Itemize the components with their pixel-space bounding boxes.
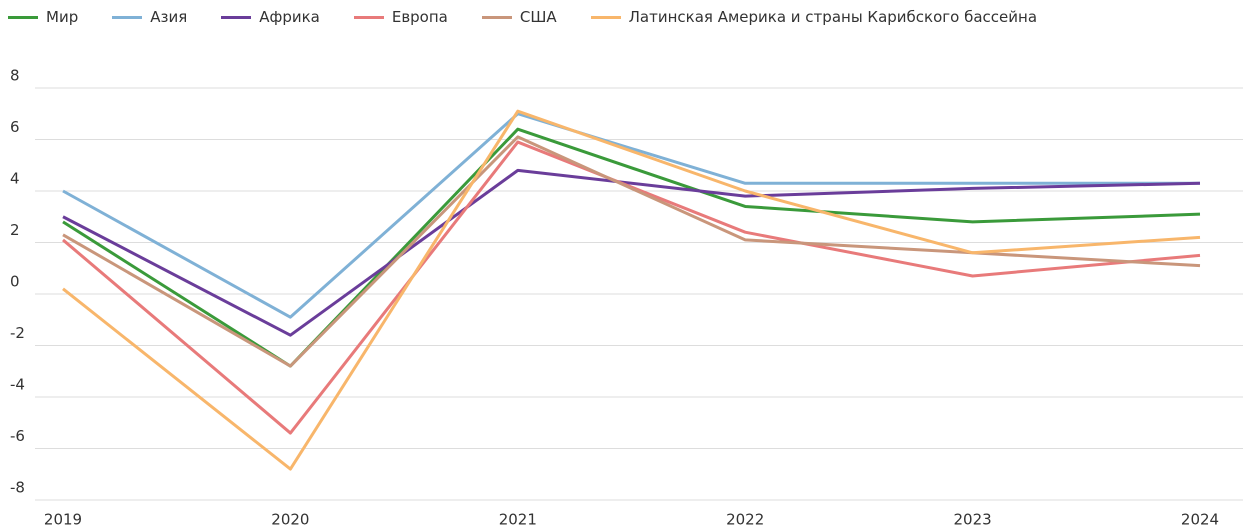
- legend-swatch: [590, 15, 621, 19]
- legend-label: Азия: [150, 8, 188, 26]
- x-tick-label: 2020: [271, 511, 309, 529]
- y-tick-label: -2: [10, 324, 25, 342]
- x-tick-label: 2019: [44, 511, 82, 529]
- legend-item: США: [481, 8, 557, 26]
- x-tick-label: 2024: [1181, 511, 1219, 529]
- legend-swatch: [481, 15, 512, 19]
- x-tick-label: 2022: [726, 511, 764, 529]
- legend: Мир Азия Африка Европа США Латинская Америка …: [8, 8, 1037, 26]
- legend-item: Европа: [353, 8, 448, 26]
- legend-item: Мир: [8, 8, 78, 26]
- series-line: [62, 127, 1201, 368]
- y-tick-label: -6: [10, 427, 25, 445]
- y-tick-label: -8: [10, 479, 25, 497]
- legend-label: Африка: [259, 8, 320, 26]
- legend-swatch: [112, 15, 143, 19]
- legend-label: Латинская Америка и страны Карибского ба…: [628, 8, 1038, 26]
- legend-label: Европа: [391, 8, 448, 26]
- legend-item: Азия: [112, 8, 187, 26]
- legend-item: Африка: [221, 8, 320, 26]
- legend-swatch: [221, 15, 252, 19]
- legend-item: Латинская Америка и страны Карибского ба…: [590, 8, 1038, 26]
- y-tick-label: 6: [10, 118, 20, 136]
- y-tick-label: 4: [10, 170, 20, 188]
- series-line: [62, 168, 1201, 337]
- legend-label: США: [519, 8, 557, 26]
- y-tick-label: 8: [10, 67, 20, 85]
- series-line: [62, 135, 1201, 368]
- series-line: [62, 112, 1200, 319]
- y-tick-label: -4: [10, 376, 25, 394]
- legend-swatch: [353, 15, 384, 19]
- series-line: [62, 109, 1201, 471]
- x-tick-label: 2023: [954, 511, 992, 529]
- y-tick-label: 0: [10, 273, 20, 291]
- legend-label: Мир: [46, 8, 79, 26]
- y-tick-label: 2: [10, 221, 20, 239]
- legend-swatch: [8, 15, 38, 19]
- x-tick-label: 2021: [499, 511, 537, 529]
